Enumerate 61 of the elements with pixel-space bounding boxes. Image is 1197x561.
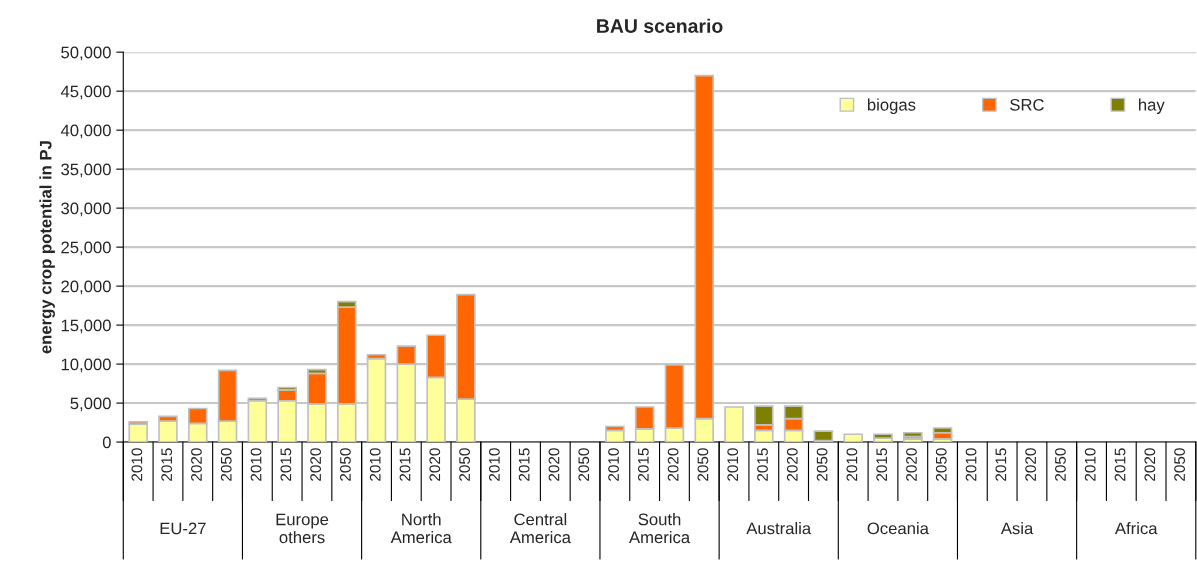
x-tick-label: 2010 bbox=[1084, 448, 1096, 481]
x-tick-label: 2050 bbox=[1174, 448, 1186, 481]
y-tick-label: 45,000 bbox=[60, 85, 111, 100]
x-tick-label: 2050 bbox=[340, 448, 351, 481]
y-tick-label: 25,000 bbox=[61, 241, 111, 256]
x-tick-label: 2020 bbox=[906, 448, 917, 481]
y-tick-label: 35,000 bbox=[61, 163, 111, 178]
legend-label: hay bbox=[1139, 98, 1165, 114]
x-tick-label: 2010 bbox=[727, 448, 739, 481]
text: North America bbox=[390, 513, 452, 544]
x-tick-label: 2015 bbox=[637, 448, 649, 481]
text: South America bbox=[629, 513, 691, 544]
x-tick-label: 2050 bbox=[697, 448, 709, 481]
x-tick-label: 2050 bbox=[1055, 448, 1066, 481]
x-tick-label: 2015 bbox=[161, 448, 173, 481]
x-tick-label: 2020 bbox=[1025, 448, 1037, 481]
y-tick-label: 50,000 bbox=[61, 46, 111, 61]
text: Africa bbox=[1114, 522, 1158, 535]
y-tick-label: 20,000 bbox=[61, 280, 111, 295]
x-tick-label: 2015 bbox=[757, 448, 768, 481]
text: Australia bbox=[746, 522, 812, 535]
x-tick-label: 2020 bbox=[429, 448, 441, 481]
y-tick-label: 10,000 bbox=[61, 358, 111, 373]
x-tick-label: 2010 bbox=[846, 448, 858, 481]
text: Asia bbox=[1000, 522, 1034, 535]
x-tick-label: 2015 bbox=[1114, 448, 1126, 481]
x-tick-label: 2050 bbox=[578, 448, 590, 481]
y-tick-label: 15,000 bbox=[61, 319, 111, 334]
x-tick-label: 2020 bbox=[786, 448, 798, 481]
x-tick-label: 2010 bbox=[369, 448, 381, 481]
x-tick-label: 2015 bbox=[280, 448, 292, 481]
text: Oceania bbox=[867, 522, 929, 535]
y-tick-label: 0 bbox=[102, 436, 111, 449]
x-tick-label: 2010 bbox=[488, 448, 500, 481]
y-axis-title: energy crop potential in PJ bbox=[39, 141, 55, 354]
x-tick-label: 2020 bbox=[548, 448, 560, 481]
x-tick-label: 2050 bbox=[935, 448, 947, 481]
x-tick-label: 2020 bbox=[1144, 448, 1156, 481]
x-tick-label: 2015 bbox=[995, 448, 1007, 481]
x-tick-label: 2010 bbox=[965, 448, 977, 481]
x-tick-label: 2020 bbox=[667, 448, 679, 481]
x-tick-label: 2010 bbox=[608, 448, 619, 481]
x-tick-label: 2015 bbox=[399, 448, 411, 481]
x-tick-label: 2050 bbox=[459, 448, 470, 481]
text: EU-27 bbox=[160, 522, 206, 535]
legend-label: SRC bbox=[1010, 98, 1044, 111]
text: Central America bbox=[509, 513, 571, 544]
x-tick-label: 2010 bbox=[250, 448, 262, 481]
text: Europe others bbox=[276, 513, 329, 544]
y-tick-label: 5,000 bbox=[70, 397, 111, 412]
x-tick-label: 2020 bbox=[310, 448, 322, 481]
chart-title: BAU scenario bbox=[597, 18, 723, 33]
y-tick-label: 30,000 bbox=[61, 202, 111, 217]
legend-label: biogas bbox=[867, 98, 916, 114]
y-tick-label: 40,000 bbox=[60, 124, 111, 139]
x-tick-label: 2020 bbox=[191, 448, 202, 481]
x-tick-label: 2015 bbox=[876, 448, 888, 481]
x-tick-label: 2015 bbox=[518, 448, 530, 481]
x-tick-label: 2010 bbox=[131, 448, 143, 481]
x-tick-label: 2050 bbox=[816, 448, 828, 481]
x-tick-label: 2050 bbox=[220, 448, 232, 481]
